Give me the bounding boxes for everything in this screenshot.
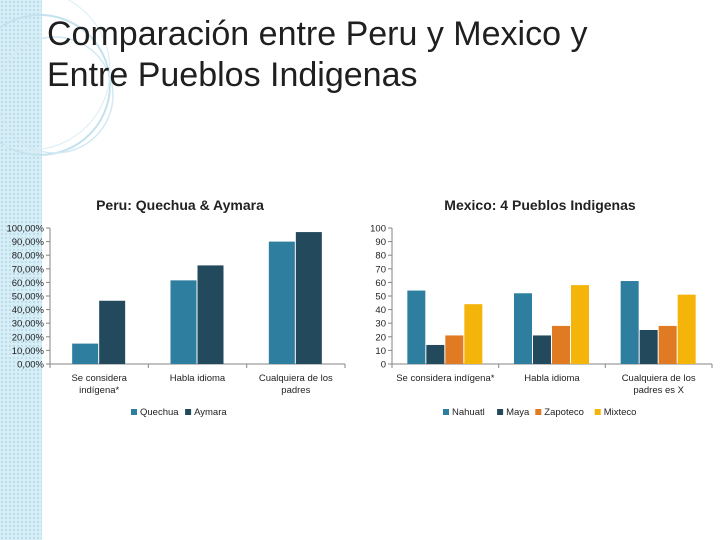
bar-mixteco-1	[464, 304, 483, 364]
y-tick-label: 50	[375, 292, 386, 303]
y-tick-label: 70,00%	[12, 264, 45, 275]
y-tick-label: 40,00%	[12, 305, 45, 316]
x-category-label: Cualquiera de los	[259, 373, 333, 384]
legend-label-aymara: Aymara	[194, 407, 227, 418]
y-tick-label: 80,00%	[12, 251, 45, 262]
bar-quechua-1	[72, 343, 99, 364]
bar-zapoteco-1	[445, 335, 464, 364]
legend-swatch-aymara	[185, 409, 192, 415]
legend-label-zapoteco: Zapoteco	[544, 407, 584, 418]
bar-maya-2	[533, 335, 551, 364]
x-category-label: Habla idioma	[524, 373, 580, 384]
legend-swatch-maya	[497, 409, 504, 415]
y-tick-label: 100,00%	[6, 224, 44, 235]
legend-label-nahuatl: Nahuatl	[452, 407, 485, 418]
bar-aymara-1	[99, 300, 126, 364]
bar-nahuatl-1	[407, 290, 426, 364]
x-category-label: Se considera indígena*	[396, 373, 495, 384]
y-tick-label: 30	[375, 319, 386, 330]
legend-label-maya: Maya	[506, 407, 530, 418]
x-category-label: padres	[281, 385, 310, 396]
legend-label-quechua: Quechua	[140, 407, 179, 418]
x-category-label: Se considera	[71, 373, 127, 384]
bar-mixteco-2	[571, 285, 589, 364]
y-tick-label: 50,00%	[12, 292, 45, 303]
x-category-label: Cualquiera de los	[622, 373, 696, 384]
y-tick-label: 0	[381, 360, 386, 371]
slide-title: Comparación entre Peru y Mexico y Entre …	[47, 14, 707, 96]
y-tick-label: 20,00%	[12, 332, 45, 343]
y-tick-label: 10,00%	[12, 346, 45, 357]
decorative-swirl	[0, 0, 114, 156]
legend-label-mixteco: Mixteco	[604, 407, 637, 418]
legend-swatch-zapoteco	[535, 409, 542, 415]
bar-quechua-2	[170, 280, 197, 364]
legend-swatch-mixteco	[594, 409, 601, 415]
bar-nahuatl-2	[514, 293, 532, 364]
x-category-label: padres es X	[633, 385, 684, 396]
y-tick-label: 60,00%	[12, 278, 45, 289]
chart-title: Peru: Quechua & Aymara	[96, 197, 264, 213]
y-tick-label: 80	[375, 251, 386, 262]
chart-title: Mexico: 4 Pueblos Indigenas	[444, 197, 636, 213]
bar-nahuatl-3	[620, 281, 639, 364]
bar-aymara-2	[197, 265, 224, 364]
y-tick-label: 90	[375, 237, 386, 248]
y-tick-label: 20	[375, 332, 386, 343]
decorative-side-stripe	[0, 0, 42, 540]
slide-title-line-2: Entre Pueblos Indigenas	[47, 56, 418, 94]
y-tick-label: 30,00%	[12, 319, 45, 330]
y-tick-label: 90,00%	[12, 237, 45, 248]
mexico-bar-chart: Mexico: 4 Pueblos Indigenas 0 10 20 30 40 50 60…	[370, 197, 713, 418]
legend-swatch-nahuatl	[443, 409, 449, 415]
bar-maya-1	[426, 344, 445, 364]
y-tick-label: 60	[375, 278, 386, 289]
peru-bar-chart: Peru: Quechua & Aymara 0,00% 10,00% 20,00% 3…	[6, 197, 346, 418]
bar-maya-3	[639, 330, 658, 364]
y-tick-label: 100	[370, 224, 386, 235]
bar-aymara-3	[295, 232, 322, 364]
y-tick-label: 40	[375, 305, 386, 316]
bar-mixteco-3	[677, 294, 696, 364]
bar-zapoteco-2	[552, 325, 570, 364]
y-tick-label: 0,00%	[17, 360, 44, 371]
x-category-label: Habla idioma	[170, 373, 226, 384]
bar-zapoteco-3	[658, 325, 677, 364]
y-tick-label: 10	[375, 346, 386, 357]
slide-title-line-1: Comparación entre Peru y Mexico y	[47, 15, 588, 53]
y-tick-label: 70	[375, 264, 386, 275]
bar-quechua-3	[268, 241, 295, 364]
legend-swatch-quechua	[131, 409, 137, 415]
x-category-label: indígena*	[79, 385, 119, 396]
